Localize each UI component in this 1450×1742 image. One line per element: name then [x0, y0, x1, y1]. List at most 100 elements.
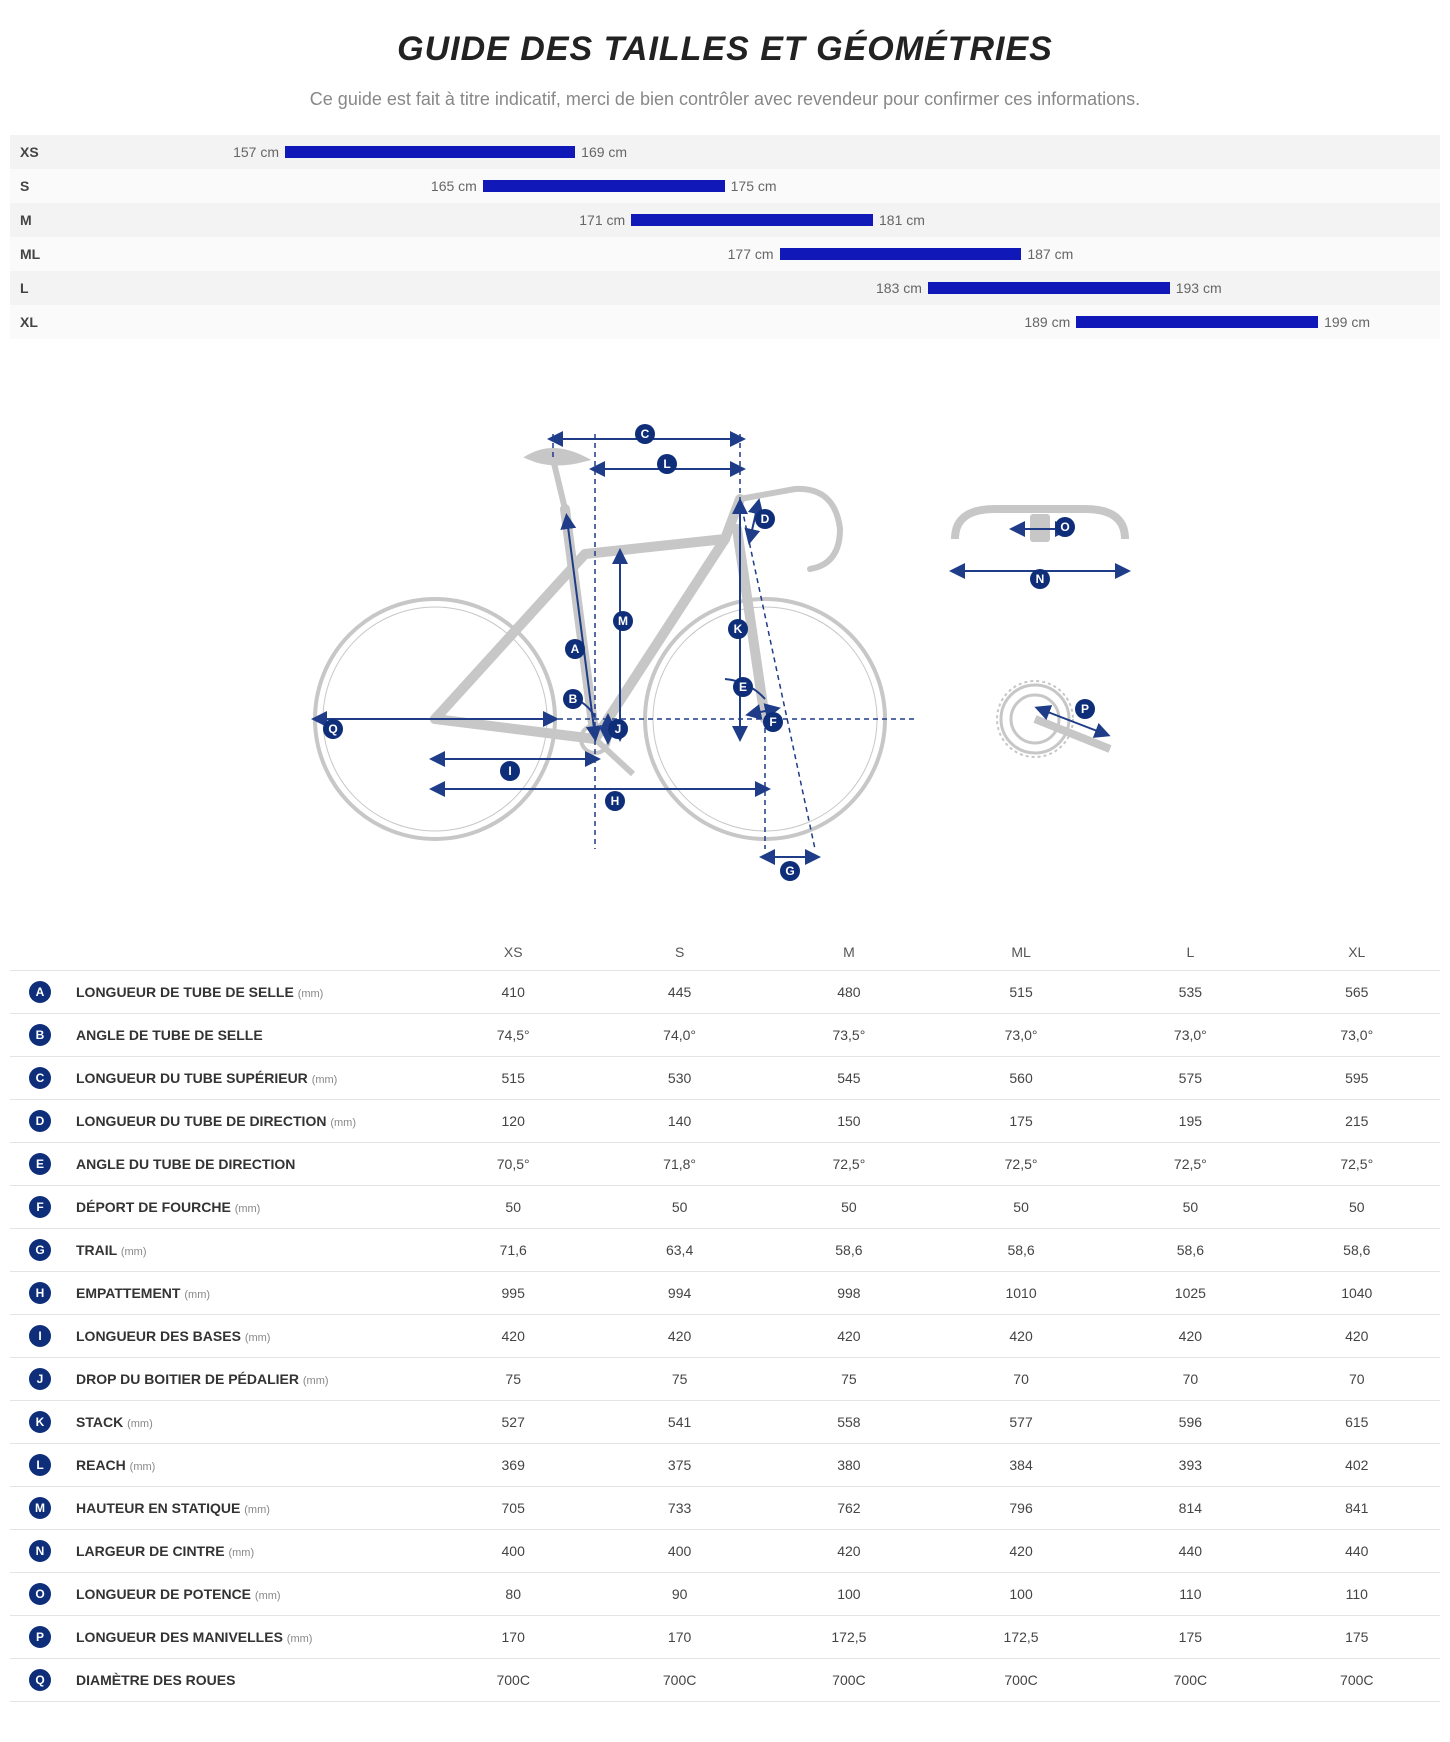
geometry-row-badge: O	[29, 1583, 51, 1605]
geometry-row: MHAUTEUR EN STATIQUE (mm)705733762796814…	[10, 1487, 1440, 1530]
size-range-min: 189 cm	[1024, 314, 1070, 330]
size-range-label: XL	[10, 314, 60, 330]
geometry-row-name: DÉPORT DE FOURCHE (mm)	[70, 1186, 430, 1229]
geometry-row-name: ANGLE DU TUBE DE DIRECTION	[70, 1143, 430, 1186]
geometry-cell: 50	[430, 1186, 596, 1229]
geometry-cell: 58,6	[763, 1229, 935, 1272]
geometry-row-name: REACH (mm)	[70, 1444, 430, 1487]
diagram-label-j: J	[615, 722, 622, 736]
geometry-col-header: ML	[935, 934, 1107, 971]
size-range-track: 183 cm193 cm	[60, 271, 1420, 305]
geometry-col-header: XL	[1274, 934, 1440, 971]
geometry-row-badge: B	[29, 1024, 51, 1046]
size-range-label: M	[10, 212, 60, 228]
size-range-bar	[631, 214, 873, 226]
geometry-cell: 110	[1107, 1573, 1273, 1616]
geometry-row-badge: Q	[29, 1669, 51, 1691]
size-range-track: 177 cm187 cm	[60, 237, 1420, 271]
geometry-cell: 420	[1274, 1315, 1440, 1358]
geometry-cell: 74,5°	[430, 1014, 596, 1057]
geometry-cell: 700C	[1107, 1659, 1273, 1702]
size-range-track: 165 cm175 cm	[60, 169, 1420, 203]
geometry-col-header: L	[1107, 934, 1273, 971]
geometry-col-header: XS	[430, 934, 596, 971]
geometry-row-badge: A	[29, 981, 51, 1003]
size-range-row: XS157 cm169 cm	[10, 135, 1440, 169]
size-range-label: ML	[10, 246, 60, 262]
geometry-row: BANGLE DE TUBE DE SELLE74,5°74,0°73,5°73…	[10, 1014, 1440, 1057]
geometry-cell: 71,8°	[596, 1143, 762, 1186]
size-range-chart: XS157 cm169 cmS165 cm175 cmM171 cm181 cm…	[10, 135, 1440, 339]
geometry-cell: 70	[1107, 1358, 1273, 1401]
geometry-cell: 50	[596, 1186, 762, 1229]
geometry-cell: 1010	[935, 1272, 1107, 1315]
size-range-row: S165 cm175 cm	[10, 169, 1440, 203]
size-range-bar	[285, 146, 575, 158]
geometry-cell: 400	[596, 1530, 762, 1573]
geometry-cell: 420	[763, 1530, 935, 1573]
geometry-row-name: LONGUEUR DU TUBE DE DIRECTION (mm)	[70, 1100, 430, 1143]
geometry-col-header: M	[763, 934, 935, 971]
geometry-cell: 402	[1274, 1444, 1440, 1487]
geometry-row-badge: I	[29, 1325, 51, 1347]
geometry-row: QDIAMÈTRE DES ROUES700C700C700C700C700C7…	[10, 1659, 1440, 1702]
size-range-min: 183 cm	[876, 280, 922, 296]
geometry-cell: 100	[763, 1573, 935, 1616]
geometry-cell: 596	[1107, 1401, 1273, 1444]
geometry-row: EANGLE DU TUBE DE DIRECTION70,5°71,8°72,…	[10, 1143, 1440, 1186]
geometry-cell: 195	[1107, 1100, 1273, 1143]
geometry-cell: 700C	[763, 1659, 935, 1702]
geometry-cell: 172,5	[935, 1616, 1107, 1659]
geometry-cell: 515	[935, 971, 1107, 1014]
geometry-cell: 71,6	[430, 1229, 596, 1272]
geometry-cell: 58,6	[1107, 1229, 1273, 1272]
geometry-cell: 558	[763, 1401, 935, 1444]
geometry-row: OLONGUEUR DE POTENCE (mm)809010010011011…	[10, 1573, 1440, 1616]
geometry-row-name: LONGUEUR DE POTENCE (mm)	[70, 1573, 430, 1616]
geometry-cell: 995	[430, 1272, 596, 1315]
geometry-cell: 72,5°	[1274, 1143, 1440, 1186]
geometry-cell: 515	[430, 1057, 596, 1100]
size-range-label: XS	[10, 144, 60, 160]
geometry-cell: 170	[430, 1616, 596, 1659]
geometry-row-badge: E	[29, 1153, 51, 1175]
geometry-cell: 480	[763, 971, 935, 1014]
geometry-cell: 120	[430, 1100, 596, 1143]
geometry-row-name: ANGLE DE TUBE DE SELLE	[70, 1014, 430, 1057]
geometry-cell: 80	[430, 1573, 596, 1616]
diagram-label-f: F	[769, 715, 776, 729]
geometry-cell: 72,5°	[1107, 1143, 1273, 1186]
geometry-row-badge: G	[29, 1239, 51, 1261]
geometry-cell: 100	[935, 1573, 1107, 1616]
geometry-cell: 58,6	[1274, 1229, 1440, 1272]
geometry-cell: 535	[1107, 971, 1273, 1014]
geometry-cell: 762	[763, 1487, 935, 1530]
geometry-diagram: ABCDEFGHIJKLMNOPQ	[10, 379, 1440, 904]
diagram-label-d: D	[761, 512, 770, 526]
geometry-cell: 700C	[1274, 1659, 1440, 1702]
size-range-min: 157 cm	[233, 144, 279, 160]
diagram-label-q: Q	[328, 722, 337, 736]
geometry-cell: 73,0°	[1274, 1014, 1440, 1057]
geometry-cell: 63,4	[596, 1229, 762, 1272]
geometry-row-name: LONGUEUR DES MANIVELLES (mm)	[70, 1616, 430, 1659]
geometry-row-name: LONGUEUR DU TUBE SUPÉRIEUR (mm)	[70, 1057, 430, 1100]
geometry-cell: 796	[935, 1487, 1107, 1530]
geometry-row-badge: H	[29, 1282, 51, 1304]
geometry-col-header: S	[596, 934, 762, 971]
geometry-row-badge: J	[29, 1368, 51, 1390]
geometry-cell: 545	[763, 1057, 935, 1100]
diagram-label-m: M	[618, 614, 628, 628]
geometry-cell: 50	[1107, 1186, 1273, 1229]
diagram-label-p: P	[1081, 702, 1089, 716]
geometry-cell: 215	[1274, 1100, 1440, 1143]
geometry-row: CLONGUEUR DU TUBE SUPÉRIEUR (mm)51553054…	[10, 1057, 1440, 1100]
geometry-cell: 73,0°	[1107, 1014, 1273, 1057]
geometry-cell: 575	[1107, 1057, 1273, 1100]
geometry-cell: 733	[596, 1487, 762, 1530]
geometry-cell: 72,5°	[935, 1143, 1107, 1186]
geometry-row: KSTACK (mm)527541558577596615	[10, 1401, 1440, 1444]
geometry-row-badge: L	[29, 1454, 51, 1476]
geometry-cell: 420	[430, 1315, 596, 1358]
size-range-track: 157 cm169 cm	[60, 135, 1420, 169]
